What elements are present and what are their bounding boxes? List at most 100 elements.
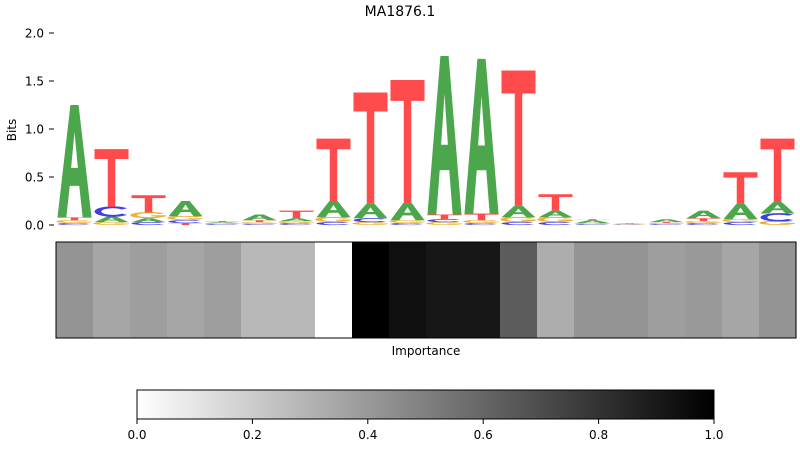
logo-letter-C [760, 213, 794, 222]
logo-letter-C [390, 223, 424, 226]
logo-y-axis-label: Bits [5, 119, 19, 142]
logo-letter-A [686, 210, 721, 219]
logo-letter-T [760, 138, 795, 202]
logo-y-axis: 0.0 0.5 1.0 1.5 2.0 [25, 27, 54, 233]
logo-letter-C [464, 223, 498, 226]
logo-letter-A [168, 201, 203, 217]
logo-letter-G [167, 216, 204, 221]
logo-letter-C [575, 224, 609, 226]
logo-letter-A [94, 216, 129, 223]
logo-letter-G [500, 216, 537, 223]
logo-letter-A [649, 219, 684, 223]
importance-cell [352, 242, 390, 338]
logo-letter-T [168, 223, 203, 225]
logo-letter-A [538, 210, 573, 218]
logo-letter-T [501, 70, 536, 206]
logo-letter-G [389, 219, 426, 224]
importance-heatmap-frame [55, 241, 797, 339]
logo-letter-G [537, 216, 574, 223]
logo-y-tick-label: 2.0 [25, 27, 44, 41]
logo-letter-A [353, 203, 388, 219]
importance-cell [722, 242, 760, 338]
logo-letter-T [538, 194, 573, 211]
logo-letter-A [501, 205, 536, 218]
logo-letter-A [390, 202, 425, 221]
logo-letter-T [686, 218, 721, 222]
colorbar-tick-label: 0.4 [358, 428, 377, 442]
logo-y-tick-label: 1.5 [25, 75, 44, 89]
importance-cell [389, 242, 427, 338]
logo-letter-T [723, 172, 758, 204]
importance-cell [574, 242, 612, 338]
logo-letter-T [242, 220, 277, 223]
logo-letter-G [685, 221, 722, 224]
logo-letter-C [279, 223, 313, 226]
logo-letter-G [278, 221, 315, 224]
logo-title: MA1876.1 [365, 4, 436, 20]
importance-cell [463, 242, 501, 338]
logo-letter-T [316, 138, 351, 201]
logo-letter-C [686, 223, 720, 226]
logo-letter-C [168, 220, 202, 224]
importance-heatmap [56, 242, 797, 338]
importance-axis-label: Importance [392, 344, 461, 358]
logo-letter-G [463, 219, 500, 224]
importance-cell [241, 242, 279, 338]
logo-letter-C [649, 224, 683, 226]
logo-letter-G [722, 218, 759, 223]
logo-letter-T [575, 219, 610, 221]
logo-letter-C [131, 222, 165, 226]
logo-letter-G [130, 212, 167, 219]
importance-cell [278, 242, 316, 338]
importance-cell [500, 242, 538, 338]
logo-letter-T [427, 214, 462, 220]
logo-letter-C [427, 219, 461, 223]
colorbar [136, 389, 715, 420]
logo-letter-C [316, 222, 350, 226]
logo-y-tick-label: 1.0 [25, 123, 44, 137]
logo-letter-A [316, 201, 351, 218]
logo-letter-A [427, 56, 462, 215]
logo-letter-G [426, 221, 463, 225]
importance-cell [130, 242, 168, 338]
importance-cell [56, 242, 94, 338]
importance-cell [685, 242, 723, 338]
logo-letter-A [57, 105, 92, 218]
importance-cell [167, 242, 205, 338]
logo-letter-G [648, 222, 685, 225]
colorbar-tick-label: 0.0 [127, 428, 146, 442]
importance-cell [204, 242, 242, 338]
logo-letter-C [353, 218, 387, 223]
logo-letter-A [464, 58, 499, 214]
importance-cell [648, 242, 686, 338]
logo-letter-C [242, 224, 276, 226]
importance-cell [537, 242, 575, 338]
logo-letter-C [205, 224, 239, 226]
logo-y-tick-label: 0.0 [25, 219, 44, 233]
importance-cell [315, 242, 353, 338]
logo-letter-C [501, 222, 535, 226]
logo-letter-T [131, 195, 166, 213]
colorbar-tick-label: 0.2 [243, 428, 262, 442]
colorbar-ticks: 0.0 0.2 0.4 0.6 0.8 1.0 [127, 419, 724, 442]
importance-cell [426, 242, 464, 338]
importance-cell [759, 242, 797, 338]
logo-letter-T [94, 149, 129, 207]
logo-letter-C [538, 222, 572, 226]
logo-letter-G [352, 221, 389, 225]
logo-letter-A [279, 218, 314, 222]
logo-y-tick-label: 0.5 [25, 171, 44, 185]
logo-letter-A [723, 203, 758, 220]
logo-letter-G [315, 216, 352, 223]
logo-letter-A [205, 222, 240, 224]
logo-letter-A [131, 218, 166, 223]
logo-letter-T [57, 217, 92, 221]
logo-letter-G [574, 222, 611, 225]
importance-cell [93, 242, 131, 338]
logo-letter-A [242, 214, 277, 221]
logo-letter-C [57, 223, 91, 226]
logo-letter-T [649, 222, 684, 224]
colorbar-tick-label: 0.6 [474, 428, 493, 442]
logo-letter-G [241, 221, 278, 225]
